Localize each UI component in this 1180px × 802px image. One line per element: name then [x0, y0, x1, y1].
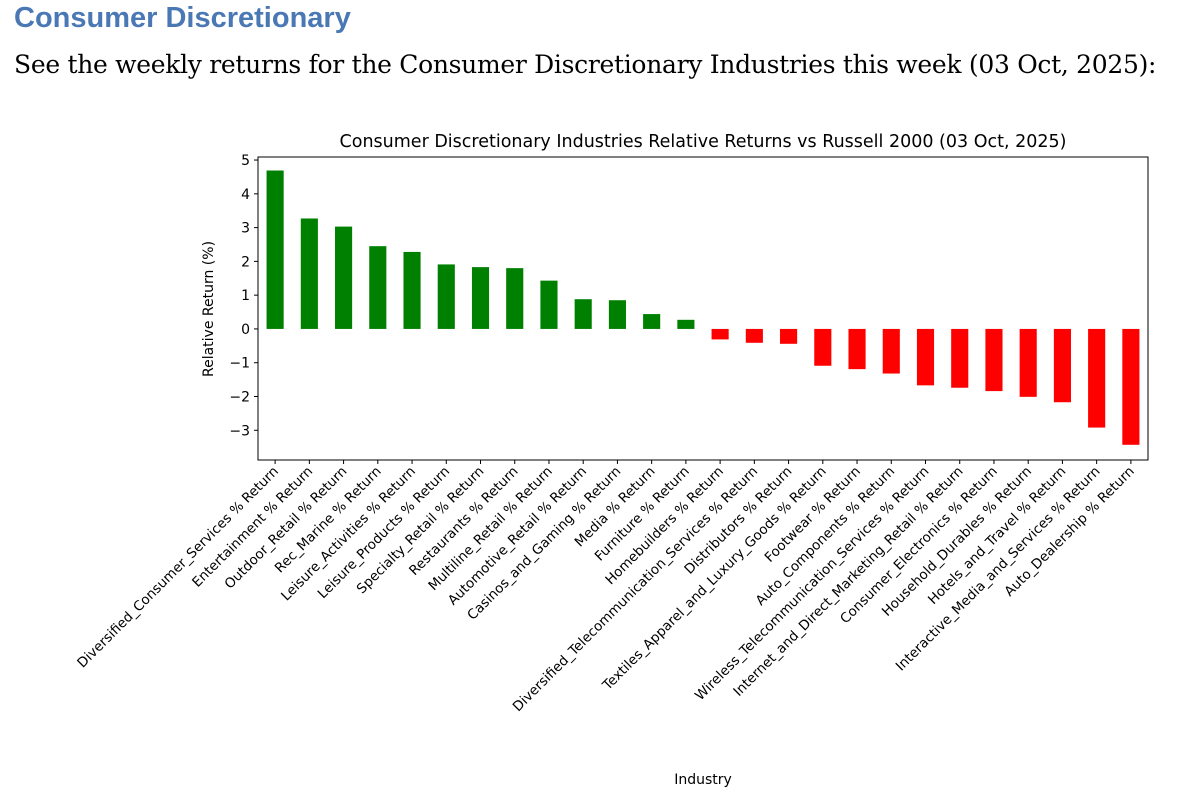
bar — [300, 218, 318, 329]
bar — [745, 328, 763, 343]
y-tick-label: 1 — [241, 288, 250, 304]
bar — [643, 314, 661, 329]
y-tick-label: −1 — [229, 356, 250, 372]
bar — [437, 264, 455, 329]
bar — [266, 170, 284, 329]
plot-frame — [257, 156, 1149, 461]
y-tick-label: −3 — [229, 423, 250, 439]
bar — [711, 328, 729, 340]
bar — [608, 300, 626, 329]
bar — [882, 328, 900, 374]
bar — [335, 226, 353, 329]
bar — [985, 328, 1003, 392]
bar — [403, 251, 421, 329]
bar — [677, 319, 695, 329]
y-axis-label: Relative Return (%) — [201, 241, 217, 377]
bar — [780, 328, 798, 344]
bar — [951, 328, 969, 388]
bar — [1088, 328, 1106, 428]
x-axis-label: Industry — [674, 772, 732, 788]
bar — [506, 268, 524, 329]
y-tick-label: −2 — [229, 389, 250, 405]
bar — [540, 280, 558, 329]
bar — [369, 246, 387, 329]
section-heading: Consumer Discretionary — [14, 2, 351, 34]
chart-title: Consumer Discretionary Industries Relati… — [340, 132, 1067, 152]
bar — [1019, 328, 1037, 397]
bar — [471, 267, 490, 329]
bar — [574, 299, 592, 329]
y-tick-label: 3 — [241, 221, 250, 237]
bar — [814, 328, 832, 366]
y-tick-label: 2 — [241, 254, 250, 270]
bar — [916, 328, 935, 386]
y-tick-label: 4 — [241, 187, 250, 203]
bar — [1053, 328, 1071, 403]
y-tick-label: 0 — [241, 322, 250, 338]
y-tick-label: 5 — [241, 153, 250, 169]
bar — [1122, 328, 1140, 445]
bar — [848, 328, 866, 370]
intro-text: See the weekly returns for the Consumer … — [14, 50, 1157, 79]
